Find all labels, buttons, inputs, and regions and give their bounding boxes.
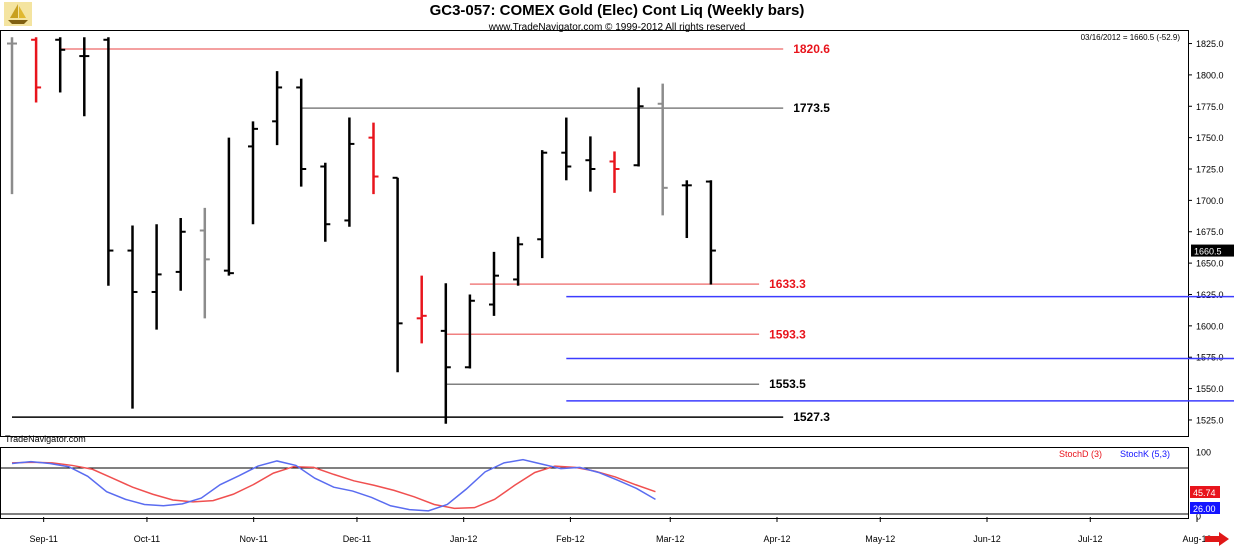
osc-y-tick-label: 0: [1196, 512, 1201, 522]
level-label: 1773.5: [793, 101, 830, 115]
osc-y-tick-label: 100: [1196, 448, 1211, 458]
x-tick-label: Sep-11: [29, 534, 57, 544]
chart-title: GC3-057: COMEX Gold (Elec) Cont Liq (Wee…: [429, 2, 805, 19]
level-label: 1553.5: [769, 377, 806, 391]
stochk-last-box: [1190, 502, 1220, 514]
level-label: 1633.3: [769, 277, 806, 291]
legend-stochd: StochD (3): [1059, 449, 1102, 459]
y-tick-label: 1650.0: [1196, 259, 1224, 269]
y-tick-label: 1750.0: [1196, 133, 1224, 143]
arrow-right-icon[interactable]: [1204, 532, 1230, 546]
y-tick-label: 1775.0: [1196, 102, 1224, 112]
y-tick-label: 1575.0: [1196, 353, 1224, 363]
oscillator-panel-frame: [0, 447, 1189, 519]
last-price-label: 1660.5: [1194, 247, 1222, 257]
legend-stochk: StochK (5,3): [1120, 449, 1170, 459]
y-tick-label: 1675.0: [1196, 227, 1224, 237]
price-panel-frame: [0, 30, 1189, 437]
x-tick-label: Aug-12: [1182, 534, 1211, 544]
stoch-line: [11, 461, 656, 510]
x-tick-label: Jul-12: [1078, 534, 1103, 544]
x-tick-label: Apr-12: [763, 534, 790, 544]
watermark-text: TradeNavigator.com: [5, 434, 86, 444]
x-tick-label: Nov-11: [239, 534, 267, 544]
x-tick-label: Mar-12: [656, 534, 685, 544]
sailboat-icon[interactable]: [4, 2, 32, 26]
level-label: 1593.3: [769, 327, 806, 341]
y-tick-label: 1725.0: [1196, 165, 1224, 175]
y-tick-label: 1600.0: [1196, 321, 1224, 331]
x-tick-label: Feb-12: [556, 534, 585, 544]
y-tick-label: 1825.0: [1196, 39, 1224, 49]
y-tick-label: 1550.0: [1196, 384, 1224, 394]
stochd-last-label: 45.74: [1193, 488, 1216, 498]
level-label: 1820.6: [793, 42, 830, 56]
last-price-box: [1191, 244, 1234, 257]
x-tick-label: Jun-12: [973, 534, 1001, 544]
y-tick-label: 1700.0: [1196, 196, 1224, 206]
stochk-last-label: 26.00: [1193, 504, 1216, 514]
y-tick-label: 1525.0: [1196, 415, 1224, 425]
x-tick-label: Jan-12: [450, 534, 478, 544]
x-tick-label: Oct-11: [134, 534, 160, 544]
chart-subtitle: www.TradeNavigator.com © 1999-2012 All r…: [488, 22, 746, 33]
x-tick-label: May-12: [865, 534, 895, 544]
level-label: 1527.3: [793, 410, 830, 424]
y-tick-label: 1800.0: [1196, 70, 1224, 80]
stoch-line: [11, 458, 656, 512]
y-tick-label: 1625.0: [1196, 290, 1224, 300]
x-tick-label: Dec-11: [343, 534, 371, 544]
price-info-readout: 03/16/2012 = 1660.5 (-52.9): [1081, 33, 1181, 42]
stochd-last-box: [1190, 486, 1220, 498]
